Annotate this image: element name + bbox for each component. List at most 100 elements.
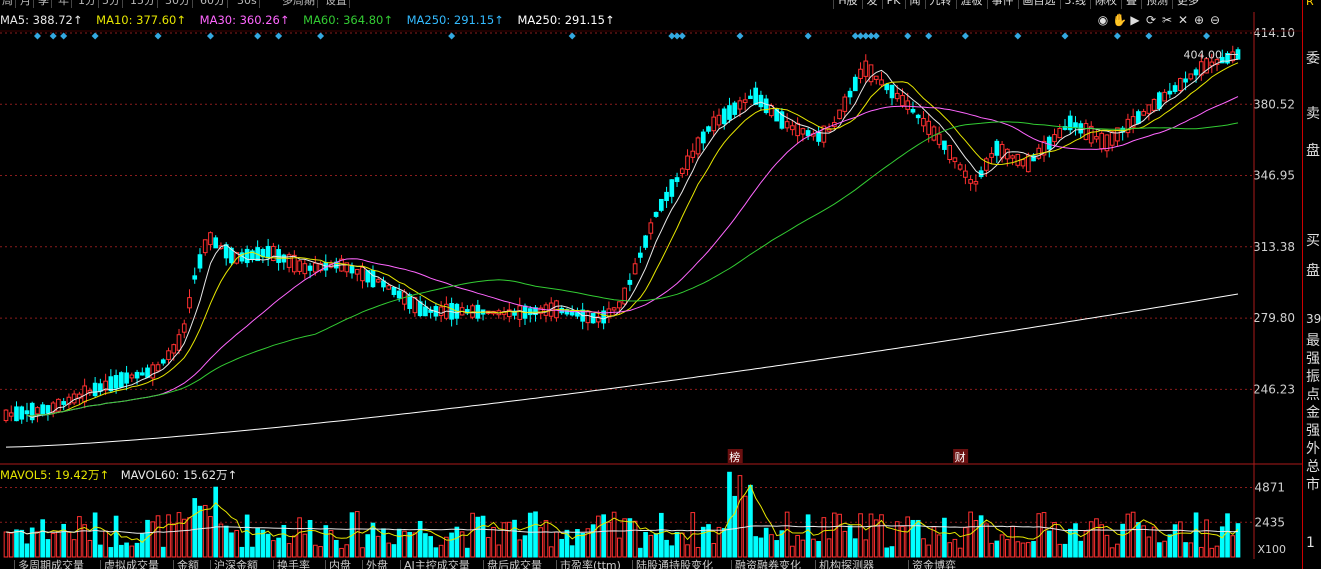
volume-bar: [77, 516, 82, 558]
period-tab[interactable]: 15分: [128, 0, 158, 8]
candle-body: [71, 393, 77, 404]
indicator-tab[interactable]: 换手率: [273, 560, 310, 569]
indicator-tab[interactable]: 金额: [173, 560, 199, 569]
tool-button[interactable]: 叠: [1121, 0, 1141, 9]
indicator-tab[interactable]: 市盈率(ttm): [556, 560, 621, 569]
volume-bar: [638, 547, 643, 558]
refresh-icon[interactable]: ⟳: [1145, 13, 1157, 27]
volume-bar: [1083, 530, 1089, 558]
candle-body: [119, 372, 124, 388]
price-tick-label: 246.23: [1253, 382, 1295, 396]
period-tab[interactable]: 30s: [235, 0, 260, 8]
hand-icon[interactable]: ✋: [1112, 13, 1127, 27]
volume-bar: [596, 515, 601, 558]
eye-icon[interactable]: ◉: [1097, 13, 1109, 27]
scissors-icon[interactable]: ✂: [1161, 13, 1173, 27]
period-tab[interactable]: 年: [56, 0, 72, 8]
indicator-tab[interactable]: 资金博弈: [908, 560, 956, 569]
tool-button[interactable]: H股: [833, 0, 861, 9]
volume-bar: [758, 537, 764, 558]
signal-diamond: [872, 32, 880, 40]
volume-bar: [40, 519, 46, 558]
signal-diamond: [925, 32, 933, 40]
tool-button[interactable]: 3.线: [1059, 0, 1091, 9]
candle-body: [790, 125, 795, 131]
indicator-tab[interactable]: AI主控成交量: [400, 560, 470, 569]
signal-diamond: [1014, 32, 1022, 40]
tool-button[interactable]: PK: [881, 0, 905, 9]
candle-body: [8, 412, 14, 417]
indicator-tab[interactable]: 沪深金额: [210, 560, 258, 569]
indicator-tab[interactable]: 外盘: [362, 560, 388, 569]
cross-icon[interactable]: ✕: [1177, 13, 1189, 27]
indicator-tab[interactable]: 融资融券变化: [731, 560, 801, 569]
period-tab[interactable]: 设置: [323, 0, 350, 8]
period-tab[interactable]: 5分: [100, 0, 123, 8]
tool-button[interactable]: 涯板: [955, 0, 987, 9]
candle-body: [1041, 140, 1047, 156]
indicator-tab[interactable]: 多周期成交量: [14, 560, 84, 569]
period-tab[interactable]: 1分: [76, 0, 99, 8]
volume-bar: [648, 534, 654, 558]
tool-button[interactable]: 除权: [1090, 0, 1121, 9]
volume-bar: [973, 520, 979, 558]
period-tab[interactable]: 60分: [198, 0, 228, 8]
zoom-in-icon[interactable]: ⊕: [1193, 13, 1205, 27]
volume-bar: [533, 511, 538, 558]
volume-bar: [1010, 525, 1015, 558]
ma30-line: [26, 96, 1239, 417]
candle-body: [396, 290, 402, 299]
stock-chart[interactable]: 414.10 380.52 346.95 313.38 279.80 246.23 榜 财 40…: [0, 0, 1302, 559]
ma10-line: [26, 62, 1239, 417]
panel-char: 卖: [1306, 106, 1320, 122]
volume-bar: [1167, 534, 1173, 558]
indicator-tab[interactable]: 机构探测器: [815, 560, 874, 569]
volume-bar: [239, 546, 245, 558]
tool-button[interactable]: 闻: [904, 0, 925, 9]
period-tab[interactable]: 周: [0, 0, 16, 8]
candle-body: [1219, 56, 1225, 64]
volume-bar: [889, 546, 895, 558]
period-tab[interactable]: 30分: [163, 0, 193, 8]
candle-body: [1057, 127, 1063, 139]
play-icon[interactable]: ▶: [1130, 13, 1140, 27]
candle-body: [197, 254, 203, 269]
volume-bar: [8, 532, 14, 558]
tool-button[interactable]: 更多: [1172, 0, 1203, 9]
candle-body: [842, 96, 848, 112]
volume-bar: [575, 529, 580, 558]
volume-bar: [700, 526, 706, 558]
indicator-tab[interactable]: 陆股通持股变化: [632, 560, 713, 569]
candle-body: [1172, 85, 1178, 92]
volume-bar: [894, 521, 900, 558]
chart-icon-bar: ◉ ✋ ▶ ⟳ ✂ ✕ ⊕ ⊖: [1096, 13, 1222, 27]
indicator-tab[interactable]: 内盘: [325, 560, 351, 569]
tool-button[interactable]: 画自选: [1017, 0, 1060, 9]
tool-button[interactable]: 发: [861, 0, 882, 9]
candle-body: [113, 375, 119, 389]
zoom-out-icon[interactable]: ⊖: [1209, 13, 1221, 27]
tool-button[interactable]: 事件: [986, 0, 1018, 9]
candle-body: [658, 198, 664, 211]
tool-button[interactable]: 预测: [1141, 0, 1172, 9]
candle-body: [910, 108, 916, 113]
period-tab[interactable]: 月: [18, 0, 34, 8]
volume-bar: [732, 495, 738, 558]
tool-button[interactable]: 九转: [924, 0, 956, 9]
volume-bar: [1025, 542, 1031, 558]
ma250-label: MA250: 291.15↑: [517, 13, 615, 27]
candle-body: [192, 275, 198, 280]
period-tab[interactable]: 多周期: [280, 0, 318, 8]
candle-body: [98, 383, 103, 392]
signal-diamond: [60, 32, 68, 40]
indicator-tab[interactable]: 虚拟成交量: [100, 560, 159, 569]
candle-body: [1204, 58, 1209, 74]
volume-bar: [438, 544, 444, 558]
period-tab[interactable]: 季: [36, 0, 52, 8]
volume-bar: [19, 529, 25, 558]
candle-body: [145, 367, 150, 378]
indicator-tab[interactable]: 盘后成交量: [483, 560, 542, 569]
volume-bar: [915, 519, 921, 558]
volume-bar: [3, 531, 9, 558]
volume-bar: [868, 513, 874, 558]
